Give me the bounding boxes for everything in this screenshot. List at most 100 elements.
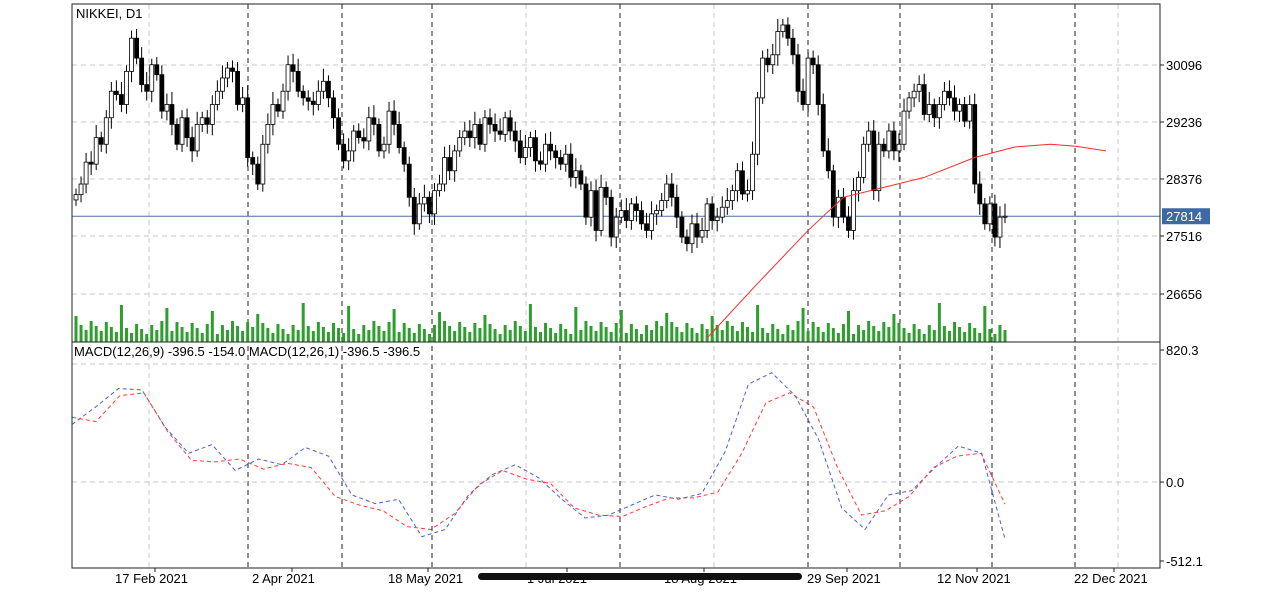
candle-body	[406, 163, 412, 198]
volume-bar	[988, 329, 992, 342]
candle-body	[896, 143, 902, 152]
current-price-badge	[1162, 208, 1210, 225]
candle-body	[982, 203, 988, 225]
volume-bar	[740, 322, 744, 342]
candle-body	[866, 130, 872, 145]
volume-bar	[372, 321, 376, 342]
volume-bar	[907, 333, 911, 342]
chart-title: NIKKEI, D1	[76, 6, 142, 21]
candle-body	[952, 97, 957, 112]
candle-body	[93, 137, 99, 165]
volume-bar	[836, 333, 840, 342]
volume-bar	[135, 324, 139, 342]
axes: 27814 30096 29236 28376 27516 26656 820.3 0.0 -5…	[115, 58, 1210, 586]
volume-bar	[296, 330, 300, 342]
candle-body	[275, 104, 281, 112]
volume-bar	[463, 327, 467, 342]
volume-bar	[619, 310, 623, 342]
candle-body	[876, 143, 882, 192]
candle-body	[906, 97, 912, 112]
candle-body	[846, 216, 851, 231]
candle-body	[220, 77, 225, 92]
macd-series	[71, 392, 1006, 530]
candle-body	[568, 153, 574, 178]
candle-body	[830, 170, 836, 218]
candle-body	[376, 123, 382, 152]
candle-body	[724, 200, 730, 208]
candle-body	[230, 67, 235, 72]
volume-bar	[953, 322, 957, 342]
candle-body	[401, 147, 407, 165]
volume-bar	[968, 323, 972, 342]
volume-bar	[806, 331, 810, 342]
volume-bar	[993, 334, 997, 342]
volume-bar	[518, 326, 522, 342]
candle-body	[98, 137, 104, 145]
candle-body	[482, 117, 488, 145]
candle-body	[936, 104, 942, 119]
candle-body	[270, 104, 276, 125]
candle-body	[336, 117, 341, 145]
volume-bar	[781, 334, 785, 342]
volume-bar	[624, 333, 628, 342]
candle-body	[947, 90, 952, 99]
volume-bar	[291, 325, 295, 342]
volume-bar	[89, 321, 93, 342]
candle-body	[987, 203, 993, 225]
candle-body	[997, 216, 1003, 238]
candle-body	[361, 137, 367, 142]
volume-bar	[392, 309, 396, 342]
volume-bar	[549, 328, 553, 342]
scroll-handle[interactable]	[478, 573, 802, 580]
candle-body	[199, 117, 205, 125]
candle-body	[260, 143, 266, 185]
volume-bar	[402, 323, 406, 342]
candle-body	[154, 64, 160, 76]
volume-bar	[306, 326, 310, 342]
volume-bar	[831, 328, 835, 342]
candle-body	[411, 196, 417, 225]
volume-bar	[756, 305, 760, 342]
macd-title: MACD(12,26,9) -396.5 -154.0 MACD(12,26,1…	[74, 344, 420, 359]
volume-bar	[862, 330, 866, 342]
volume-bar	[337, 328, 341, 342]
volume-bar	[352, 329, 356, 342]
candle-body	[760, 57, 766, 99]
volume-bar	[594, 331, 598, 342]
x-tick-label: 18 May 2021	[388, 571, 463, 586]
candle-body	[305, 97, 311, 102]
candle-body	[593, 190, 599, 231]
candle-body	[416, 203, 422, 225]
volume-bar	[347, 306, 351, 342]
volume-bar	[448, 326, 452, 342]
frame-border	[71, 3, 1161, 569]
chart-frame	[71, 3, 1161, 569]
volume-bar	[846, 311, 850, 342]
candle-body	[88, 161, 94, 165]
macd-series	[71, 372, 1006, 540]
volume-bar	[690, 328, 694, 342]
volume-bar	[922, 334, 926, 342]
volume-bar	[816, 327, 820, 342]
x-tick-label: 12 Nov 2021	[937, 571, 1011, 586]
candle-body	[608, 196, 614, 238]
candle-body	[623, 210, 629, 221]
volume-bar	[256, 314, 260, 342]
volume-bar	[937, 303, 941, 342]
candle-body	[669, 183, 675, 198]
candle-body	[841, 196, 846, 218]
candle-body	[977, 183, 983, 205]
candle-body	[472, 123, 478, 139]
candle-body	[189, 137, 195, 152]
y-tick-label: 26656	[1166, 287, 1202, 302]
candle-body	[477, 123, 483, 145]
candle-body	[699, 230, 705, 238]
volume-bar	[170, 331, 174, 342]
volume-bar	[180, 327, 184, 342]
volume-bar	[1003, 330, 1007, 342]
candle-body	[765, 57, 771, 66]
candle-body	[179, 117, 185, 145]
candle-body	[972, 104, 978, 185]
volume-bar	[958, 327, 962, 342]
candle-body	[129, 37, 134, 72]
